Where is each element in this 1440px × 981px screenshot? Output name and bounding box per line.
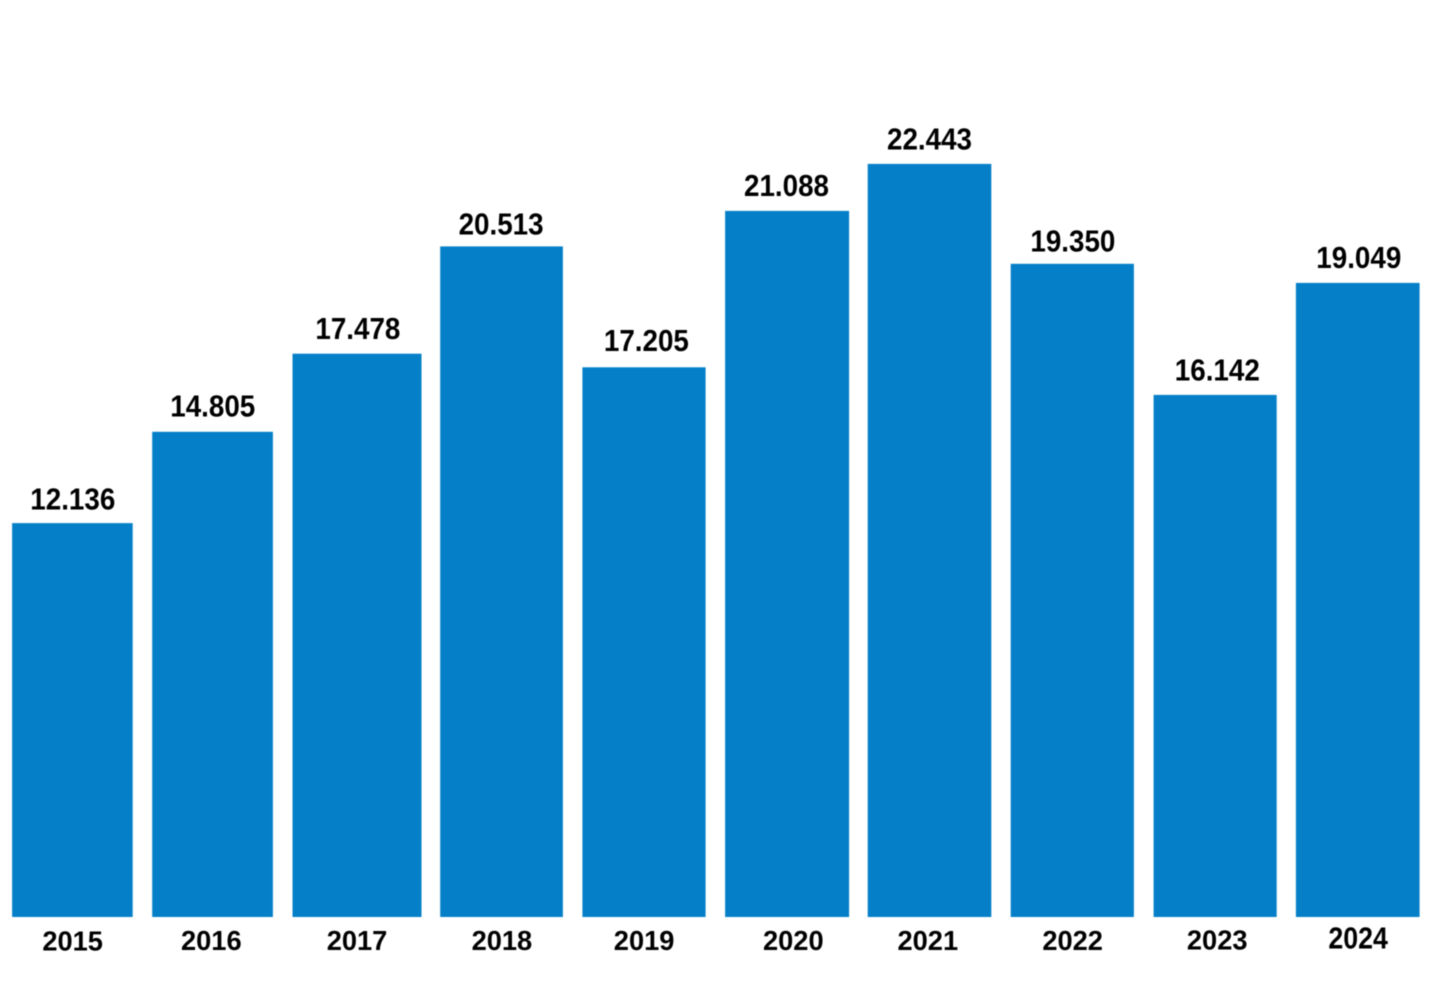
svg-text:17.478: 17.478 [315,313,400,346]
svg-text:2015: 2015 [42,925,103,956]
svg-text:2017: 2017 [327,925,388,956]
svg-text:20.513: 20.513 [459,209,544,242]
svg-text:2022: 2022 [1042,925,1103,956]
svg-text:19.049: 19.049 [1316,242,1401,275]
svg-text:19.350: 19.350 [1030,225,1115,258]
svg-text:21.088: 21.088 [744,170,829,203]
svg-text:2020: 2020 [763,925,824,956]
svg-text:2019: 2019 [614,925,675,956]
svg-text:2024: 2024 [1328,920,1388,955]
svg-text:2016: 2016 [181,925,242,956]
svg-text:2021: 2021 [898,925,959,956]
svg-text:12.136: 12.136 [30,483,115,516]
svg-text:14.805: 14.805 [170,391,255,424]
svg-text:16.142: 16.142 [1175,355,1260,388]
svg-text:17.205: 17.205 [604,325,689,358]
svg-text:2023: 2023 [1187,924,1248,955]
svg-text:2018: 2018 [472,925,533,956]
svg-text:22.443: 22.443 [887,124,972,157]
